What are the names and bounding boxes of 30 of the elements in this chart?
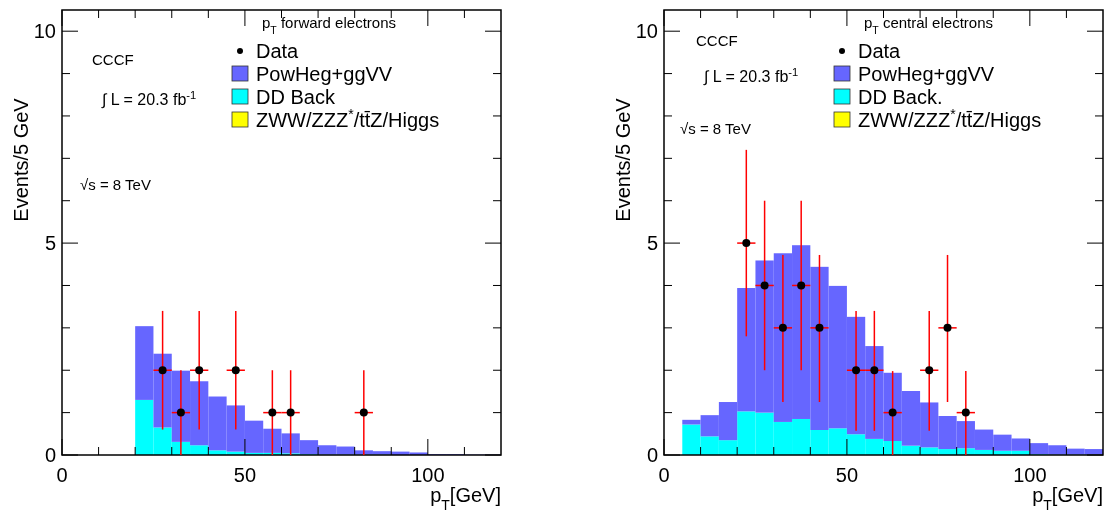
y-tick-label: 10 (635, 20, 658, 43)
y-tick-label: 0 (44, 444, 56, 466)
x-tick-label: 50 (233, 464, 257, 486)
y-axis-title: Events/5 GeV (10, 97, 32, 222)
legend-label: Data (858, 40, 902, 62)
y-tick-label: 10 (33, 20, 56, 43)
annotation: ∫ L = 20.3 fb$^{-1}$ (101, 89, 197, 109)
annotation: CCCF (696, 32, 738, 49)
y-tick-label: 5 (646, 232, 658, 255)
legend-label: PowHeg+ggVV (256, 63, 393, 85)
annotation: √s = 8 TeV (680, 120, 751, 137)
annotation: √s = 8 TeV (80, 176, 151, 193)
legend-title: p$_{T}$ forward electrons (262, 14, 396, 36)
y-tick-label: 0 (646, 444, 658, 466)
legend-label: DD Back. (858, 86, 943, 108)
legend-title: p$_{T}$ central electrons (864, 14, 993, 36)
legend-label: DD Back (256, 86, 336, 108)
x-axis-title: p$_{T}$[GeV] (430, 484, 501, 510)
legend-label: ZWW/ZZZ$^{*}$/tt̄Z/Higgs (256, 106, 440, 131)
x-tick-label: 50 (835, 464, 859, 486)
annotation: CCCF (92, 51, 134, 68)
x-tick-label: 100 (411, 464, 445, 486)
annotation: ∫ L = 20.3 fb$^{-1}$ (703, 66, 799, 86)
legend-label: ZWW/ZZZ$^{*}$/tt̄Z/Higgs (858, 106, 1042, 131)
legend-label: Data (256, 40, 300, 62)
x-tick-label: 100 (1013, 464, 1047, 486)
x-axis-title: p$_{T}$[GeV] (1032, 484, 1103, 510)
legend-label: PowHeg+ggVV (858, 63, 995, 85)
y-axis-title: Events/5 GeV (612, 97, 634, 222)
y-tick-label: 5 (44, 232, 56, 255)
